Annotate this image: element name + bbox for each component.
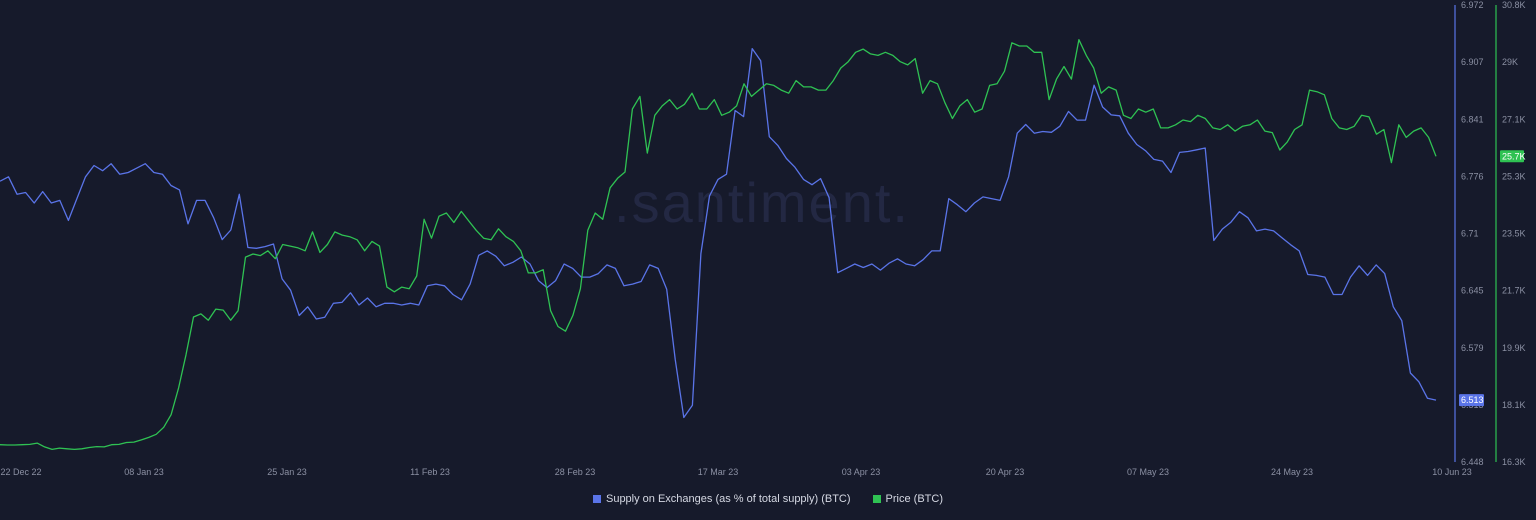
- legend: Supply on Exchanges (as % of total suppl…: [0, 493, 1536, 505]
- left-axis-tick-label: 6.776: [1461, 171, 1484, 181]
- legend-item-price[interactable]: Price (BTC): [872, 493, 943, 505]
- svg-text:6.513: 6.513: [1461, 395, 1484, 405]
- legend-label-price: Price (BTC): [885, 493, 943, 505]
- left-axis-tick-label: 6.645: [1461, 286, 1484, 296]
- x-tick-label: 10 Jun 23: [1432, 467, 1472, 477]
- legend-label-supply: Supply on Exchanges (as % of total suppl…: [605, 493, 851, 505]
- price-value-badge: 25.7K: [1500, 150, 1526, 163]
- value-badges: 6.513 25.7K: [1459, 150, 1526, 407]
- supply-line: [0, 47, 1437, 419]
- left-axis-tick-label: 6.972: [1461, 0, 1484, 10]
- x-tick-label: 07 May 23: [1127, 467, 1169, 477]
- x-tick-label: 03 Apr 23: [842, 467, 881, 477]
- right-axis-tick-label: 29K: [1502, 57, 1518, 67]
- right-axis-tick-label: 23.5K: [1502, 229, 1526, 239]
- right-axis-tick-label: 16.3K: [1502, 457, 1526, 467]
- right-axis-ticks: 30.8K 29K 27.1K 25.3K 23.5K 21.7K 19.9K 18.1K 16…: [1502, 0, 1526, 467]
- x-axis-ticks: 22 Dec 22 08 Jan 23 25 Jan 23 11 Feb 23 28 F…: [0, 467, 1471, 477]
- x-tick-label: 08 Jan 23: [124, 467, 164, 477]
- svg-text:25.7K: 25.7K: [1502, 151, 1526, 161]
- left-axis-tick-label: 6.579: [1461, 343, 1484, 353]
- right-axis-tick-label: 18.1K: [1502, 400, 1526, 410]
- watermark: .santiment.: [614, 171, 910, 234]
- x-tick-label: 20 Apr 23: [986, 467, 1025, 477]
- legend-item-supply[interactable]: Supply on Exchanges (as % of total suppl…: [592, 493, 851, 505]
- supply-value-badge: 6.513: [1459, 394, 1484, 407]
- x-tick-label: 22 Dec 22: [0, 467, 41, 477]
- right-axis-tick-label: 27.1K: [1502, 114, 1526, 124]
- right-axis-tick-label: 25.3K: [1502, 171, 1526, 181]
- left-axis-tick-label: 6.841: [1461, 114, 1484, 124]
- x-tick-label: 24 May 23: [1271, 467, 1313, 477]
- right-axis-tick-label: 19.9K: [1502, 343, 1526, 353]
- left-axis-tick-label: 6.71: [1461, 229, 1479, 239]
- x-tick-label: 25 Jan 23: [267, 467, 307, 477]
- price-swatch-icon: [872, 495, 881, 503]
- x-tick-label: 28 Feb 23: [555, 467, 596, 477]
- price-line: [0, 39, 1437, 451]
- series-layer: [0, 39, 1437, 451]
- left-axis-tick-label: 6.907: [1461, 57, 1484, 67]
- supply-swatch-icon: [592, 495, 601, 503]
- left-axis-tick-label: 6.448: [1461, 457, 1484, 467]
- x-tick-label: 17 Mar 23: [698, 467, 739, 477]
- right-axis-tick-label: 30.8K: [1502, 0, 1526, 10]
- right-axis-tick-label: 21.7K: [1502, 286, 1526, 296]
- x-tick-label: 11 Feb 23: [410, 467, 450, 477]
